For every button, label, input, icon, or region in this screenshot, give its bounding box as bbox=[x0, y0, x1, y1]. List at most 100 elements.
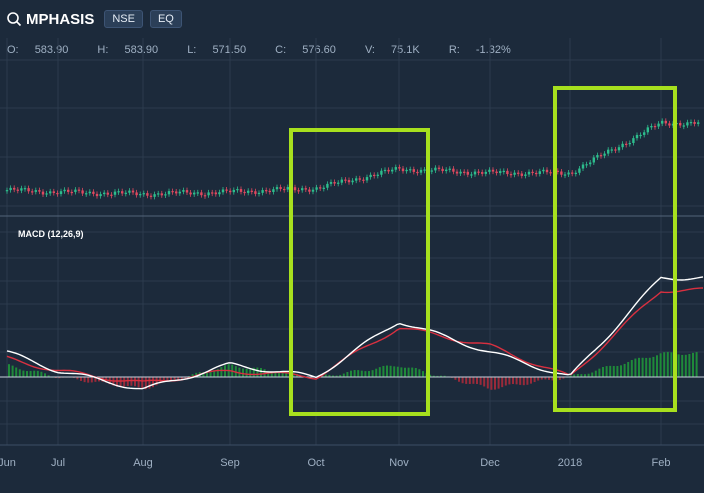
histogram-bar bbox=[15, 367, 18, 377]
candle-body bbox=[149, 195, 153, 197]
histogram-bar bbox=[270, 372, 273, 377]
histogram-bar bbox=[245, 368, 248, 377]
candle-body bbox=[221, 189, 225, 193]
histogram-bar bbox=[659, 353, 662, 377]
candle-body bbox=[311, 189, 315, 192]
candle-body bbox=[603, 153, 606, 156]
candle-body bbox=[49, 191, 52, 194]
histogram-bar bbox=[494, 377, 496, 390]
candle-body bbox=[225, 189, 228, 191]
candle-body bbox=[585, 164, 588, 166]
candle-body bbox=[182, 190, 185, 192]
candle-body bbox=[34, 190, 37, 192]
histogram-bar bbox=[126, 377, 129, 387]
histogram-bar bbox=[252, 367, 255, 377]
histogram-bar bbox=[364, 371, 367, 377]
x-tick-label: Dec bbox=[480, 457, 500, 469]
histogram-bar bbox=[87, 377, 90, 383]
histogram-bar bbox=[162, 377, 165, 382]
candle-body bbox=[578, 168, 581, 173]
histogram-bar bbox=[638, 357, 640, 377]
candle-body bbox=[85, 193, 88, 195]
histogram-bar bbox=[515, 377, 518, 385]
candle-body bbox=[589, 162, 592, 165]
candle-body bbox=[394, 167, 397, 170]
candle-body bbox=[542, 169, 545, 172]
candle-body bbox=[383, 169, 387, 172]
candle-body bbox=[113, 191, 117, 195]
candle-body bbox=[610, 149, 613, 151]
candle-body bbox=[203, 195, 207, 197]
candle-body bbox=[146, 193, 149, 196]
histogram-bar bbox=[267, 370, 270, 377]
histogram-bar bbox=[202, 372, 205, 377]
histogram-bar bbox=[94, 377, 97, 382]
candle-body bbox=[387, 169, 390, 172]
candle-body bbox=[27, 188, 30, 192]
candle-body bbox=[56, 193, 59, 195]
candle-body bbox=[679, 122, 682, 126]
segment-badge[interactable]: EQ bbox=[149, 10, 182, 28]
histogram-bar bbox=[551, 377, 554, 381]
histogram-bar bbox=[180, 377, 183, 380]
candle-body bbox=[70, 191, 73, 194]
histogram-bar bbox=[339, 374, 342, 377]
candle-body bbox=[617, 147, 621, 151]
candle-body bbox=[355, 178, 358, 181]
histogram-bar bbox=[285, 371, 288, 377]
candle-body bbox=[239, 189, 243, 192]
histogram-bar bbox=[648, 357, 651, 377]
candle-body bbox=[506, 170, 509, 175]
histogram-bar bbox=[558, 377, 561, 380]
candle-body bbox=[376, 174, 379, 176]
histogram-bar bbox=[353, 370, 356, 377]
macd-histogram bbox=[8, 351, 698, 390]
candle-body bbox=[635, 134, 639, 139]
candle-body bbox=[409, 169, 412, 171]
histogram-bar bbox=[350, 370, 352, 377]
candle-body bbox=[81, 190, 84, 194]
histogram-bar bbox=[576, 374, 579, 377]
histogram-bar bbox=[382, 365, 385, 377]
candle-body bbox=[128, 190, 131, 193]
candle-body bbox=[135, 192, 138, 196]
signal-line bbox=[6, 287, 704, 382]
histogram-bar bbox=[573, 374, 576, 377]
candle-body bbox=[88, 191, 91, 194]
candle-body bbox=[304, 188, 307, 190]
histogram-bar bbox=[443, 375, 446, 377]
candle-body bbox=[452, 168, 455, 172]
histogram-bar bbox=[666, 351, 669, 377]
candle-body bbox=[326, 183, 329, 188]
histogram-bar bbox=[342, 373, 345, 377]
histogram-bar bbox=[155, 377, 158, 386]
histogram-bar bbox=[418, 369, 421, 377]
histogram-bar bbox=[130, 377, 133, 386]
candle-body bbox=[491, 169, 495, 172]
candle-body bbox=[484, 171, 487, 174]
histogram-bar bbox=[677, 354, 680, 377]
candle-body bbox=[261, 190, 264, 193]
histogram-bar bbox=[11, 365, 14, 377]
candle-body bbox=[67, 189, 70, 192]
candle-body bbox=[5, 190, 9, 192]
exchange-badge[interactable]: NSE bbox=[104, 10, 143, 28]
candle-body bbox=[419, 169, 423, 173]
ohlc-readout: O: 583.90 H: 583.90 L: 571.50 C: 576.60 … bbox=[7, 44, 537, 56]
symbol-name[interactable]: MPHASIS bbox=[26, 10, 95, 28]
candle-body bbox=[322, 187, 325, 189]
search-icon[interactable] bbox=[6, 11, 22, 27]
candle-body bbox=[207, 192, 210, 196]
histogram-bar bbox=[569, 375, 572, 377]
histogram-bar bbox=[472, 377, 475, 384]
candle-body bbox=[466, 171, 469, 175]
candle-body bbox=[200, 192, 203, 196]
candle-body bbox=[247, 190, 250, 193]
candle-body bbox=[398, 167, 401, 169]
open-value: O: 583.90 bbox=[7, 44, 69, 56]
candle-body bbox=[283, 188, 286, 191]
candle-body bbox=[13, 187, 16, 190]
histogram-bar bbox=[479, 377, 482, 385]
candle-body bbox=[405, 169, 408, 172]
